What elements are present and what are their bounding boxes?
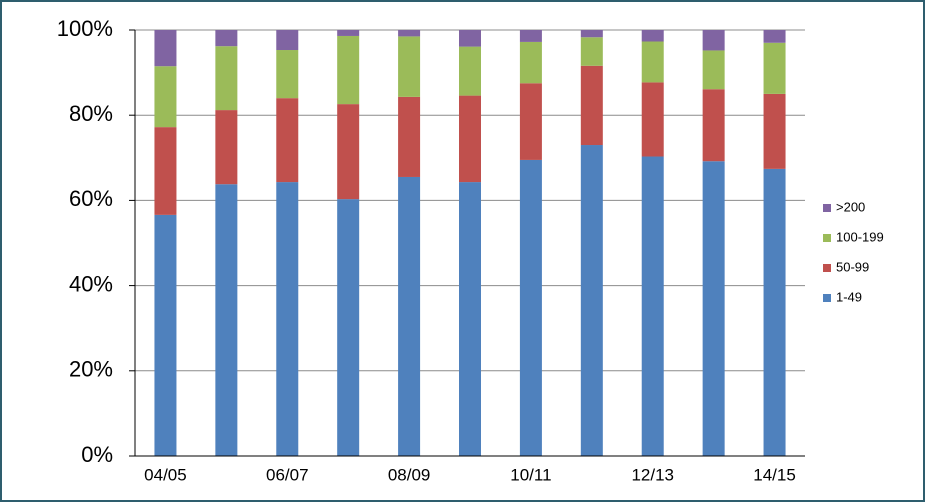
bar-segment [398,176,421,456]
legend-label: 100-199 [836,229,884,244]
x-tick-label: 04/05 [144,465,187,484]
legend-label: >200 [836,199,865,214]
y-tick-label: 80% [69,101,113,126]
bar-segment [215,110,238,185]
bar-segment [641,156,664,456]
bar-segment [459,182,481,456]
bar-segment [519,41,542,84]
bar-segment [154,127,177,215]
bar-segment [154,30,177,67]
y-tick-label: 60% [69,186,113,211]
x-tick-label: 08/09 [388,465,431,484]
bar-segment [337,35,360,105]
bar-segment [337,30,360,36]
bar-segment [641,30,664,42]
bar-segment [580,65,603,146]
legend-swatch [823,264,831,272]
y-tick-label: 20% [69,357,113,382]
bar-segment [276,182,299,456]
bar-segment [580,145,603,456]
bar-segment [763,93,786,169]
bar-segment [641,41,664,83]
bar-segment [215,46,238,111]
legend-swatch [823,294,831,302]
bar-segment [337,104,360,200]
bar-segment [763,30,786,43]
bar-segment [154,66,177,128]
y-tick-label: 40% [69,271,113,296]
bar-segment [154,214,177,456]
bar-segment [580,30,603,38]
y-tick-label: 100% [57,16,113,41]
bar-segment [763,42,786,94]
bar-segment [276,30,299,51]
bar-segment [215,184,238,456]
bar-segment [702,30,725,51]
bar-segment [459,46,481,96]
x-tick-label: 06/07 [266,465,309,484]
bar-segment [702,161,725,456]
bar-segment [702,50,725,90]
bar-segment [459,30,481,47]
bar-segment [398,30,421,37]
bar-segment [702,89,725,162]
bar-segment [519,30,542,42]
x-tick-label: 14/15 [753,465,796,484]
legend-label: 50-99 [836,259,869,274]
x-tick-label: 12/13 [631,465,674,484]
bar-segment [459,95,481,183]
legend-swatch [823,204,831,212]
bar-segment [641,82,664,157]
bar-segment [276,98,299,183]
bar-segment [580,37,603,66]
bar-segment [519,159,542,456]
legend-label: 1-49 [836,289,862,304]
x-tick-label: 10/11 [510,465,551,484]
y-tick-label: 0% [81,442,113,467]
bar-segment [337,199,360,456]
bar-segment [215,30,238,47]
bar-segment [398,36,421,97]
bar-segment [519,83,542,160]
bar-segment [398,96,421,177]
bar-segment [763,168,786,456]
bar-segment [276,50,299,99]
legend-swatch [823,234,831,242]
